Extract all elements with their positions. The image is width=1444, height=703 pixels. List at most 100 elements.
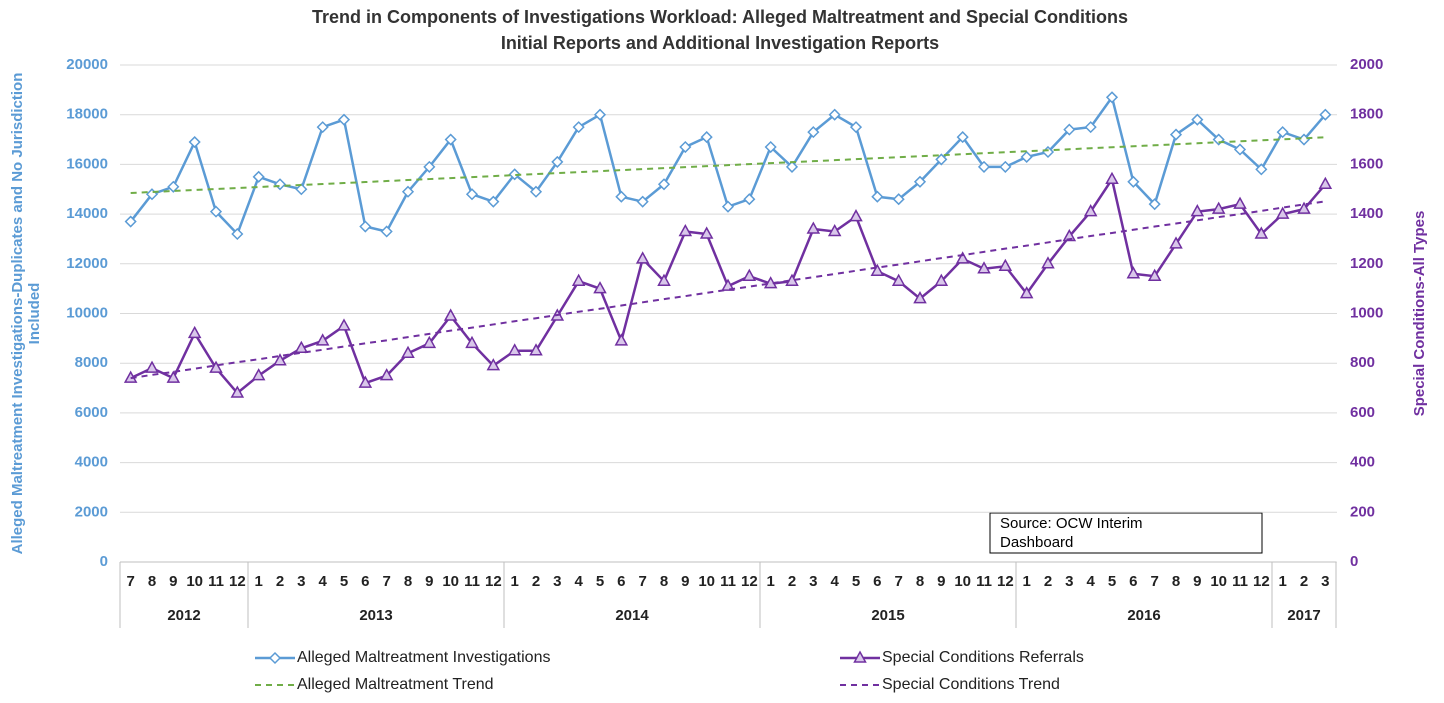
marker bbox=[268, 651, 282, 665]
marker bbox=[1147, 268, 1162, 281]
x-tick-label: 6 bbox=[361, 573, 369, 590]
marker bbox=[636, 195, 649, 208]
marker bbox=[998, 258, 1013, 272]
marker bbox=[849, 209, 863, 222]
x-tick-label: 9 bbox=[425, 573, 433, 590]
marker bbox=[1191, 113, 1204, 126]
marker bbox=[444, 133, 457, 146]
x-tick-label: 4 bbox=[318, 573, 327, 590]
year-label: 2017 bbox=[1287, 607, 1320, 624]
x-tick-label: 12 bbox=[485, 573, 502, 590]
marker bbox=[507, 343, 522, 356]
x-tick-label: 6 bbox=[1129, 573, 1137, 590]
x-tick-label: 5 bbox=[1108, 573, 1116, 590]
x-tick-label: 10 bbox=[442, 573, 459, 590]
marker bbox=[955, 251, 970, 264]
legend-label: Alleged Maltreatment Trend bbox=[297, 676, 494, 693]
marker bbox=[465, 335, 479, 349]
marker bbox=[721, 278, 735, 291]
marker bbox=[934, 273, 949, 286]
x-tick-label: 3 bbox=[1065, 573, 1073, 590]
marker bbox=[935, 153, 948, 166]
x-tick-label: 11 bbox=[208, 573, 224, 590]
marker bbox=[743, 193, 756, 206]
x-tick-label: 8 bbox=[1172, 573, 1180, 590]
marker bbox=[827, 223, 842, 237]
x-tick-label: 7 bbox=[382, 573, 390, 590]
marker bbox=[1255, 163, 1268, 176]
x-tick-label: 3 bbox=[297, 573, 305, 590]
x-tick-label: 9 bbox=[937, 573, 945, 590]
marker bbox=[230, 385, 245, 398]
marker bbox=[209, 205, 223, 218]
y-tick-label: 2000 bbox=[75, 503, 108, 520]
marker bbox=[892, 193, 905, 206]
y-tick-label: 20000 bbox=[66, 56, 108, 73]
marker bbox=[167, 180, 180, 193]
x-tick-label: 5 bbox=[596, 573, 604, 590]
marker bbox=[635, 251, 650, 264]
y-axis-title: Alleged Maltreatment Investigations-Dupl… bbox=[9, 73, 43, 555]
x-tick-label: 5 bbox=[852, 573, 860, 590]
marker bbox=[913, 291, 927, 304]
marker bbox=[1233, 143, 1247, 156]
marker bbox=[1019, 286, 1034, 299]
year-label: 2012 bbox=[167, 607, 200, 624]
marker bbox=[593, 108, 607, 121]
marker bbox=[999, 160, 1012, 173]
marker bbox=[465, 188, 479, 201]
marker bbox=[700, 131, 713, 144]
x-tick-label: 8 bbox=[916, 573, 924, 590]
y2-tick-label: 1000 bbox=[1350, 304, 1383, 321]
marker bbox=[422, 335, 437, 349]
marker bbox=[337, 318, 351, 331]
year-label: 2016 bbox=[1127, 607, 1160, 624]
y2-tick-label: 800 bbox=[1350, 354, 1375, 371]
x-tick-label: 7 bbox=[1150, 573, 1158, 590]
y2-tick-label: 0 bbox=[1350, 553, 1358, 570]
marker bbox=[1319, 108, 1332, 121]
x-tick-label: 4 bbox=[1086, 573, 1095, 590]
y-tick-label: 10000 bbox=[66, 304, 108, 321]
x-tick-label: 8 bbox=[404, 573, 412, 590]
x-tick-label: 2 bbox=[532, 573, 540, 590]
marker bbox=[551, 155, 564, 168]
marker bbox=[593, 281, 607, 294]
y-tick-label: 12000 bbox=[66, 255, 108, 272]
x-tick-label: 6 bbox=[873, 573, 881, 590]
marker bbox=[1318, 176, 1333, 190]
marker bbox=[486, 358, 501, 371]
marker bbox=[828, 108, 841, 121]
marker bbox=[187, 325, 202, 339]
marker bbox=[1020, 150, 1033, 164]
marker bbox=[443, 308, 458, 321]
y-tick-label: 18000 bbox=[66, 106, 108, 123]
x-tick-label: 7 bbox=[638, 573, 646, 590]
marker bbox=[571, 273, 586, 286]
marker bbox=[1275, 206, 1290, 219]
y2-tick-label: 200 bbox=[1350, 503, 1375, 520]
y2-tick-label: 1800 bbox=[1350, 106, 1383, 123]
marker bbox=[315, 333, 330, 346]
x-tick-label: 3 bbox=[553, 573, 561, 590]
marker bbox=[657, 178, 671, 191]
marker bbox=[891, 273, 906, 286]
marker bbox=[1212, 133, 1225, 146]
marker bbox=[1211, 201, 1226, 214]
marker bbox=[166, 370, 181, 383]
x-tick-label: 2 bbox=[1300, 573, 1308, 590]
marker bbox=[977, 261, 991, 274]
x-tick-label: 1 bbox=[1278, 573, 1286, 590]
x-tick-label: 9 bbox=[1193, 573, 1201, 590]
marker bbox=[294, 340, 309, 354]
marker bbox=[379, 368, 394, 381]
trend-line bbox=[130, 200, 1326, 380]
x-tick-label: 11 bbox=[976, 573, 992, 590]
y-tick-label: 6000 bbox=[75, 404, 108, 421]
marker bbox=[1148, 198, 1161, 211]
marker bbox=[251, 368, 266, 381]
y-axis-title-line: Alleged Maltreatment Investigations-Dupl… bbox=[9, 73, 26, 555]
annotation-box bbox=[989, 512, 1263, 554]
marker bbox=[956, 131, 969, 144]
